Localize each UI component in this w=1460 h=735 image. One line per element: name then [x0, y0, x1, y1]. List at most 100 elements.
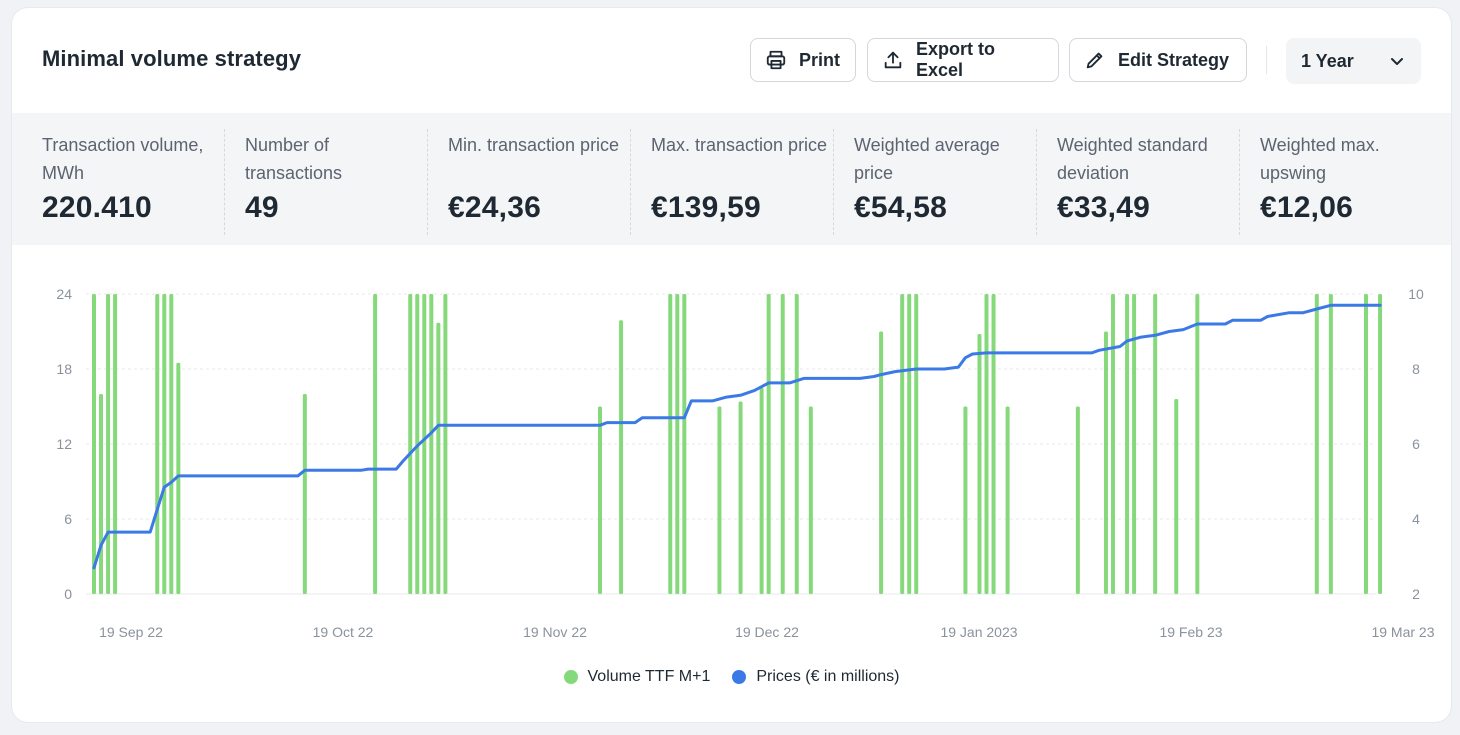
x-tick-label: 19 Oct 22 [313, 624, 374, 640]
volume-bar [759, 387, 764, 594]
volume-bar [302, 394, 307, 594]
x-tick-label: 19 Jan 2023 [940, 624, 1017, 640]
volume-bar [991, 294, 996, 594]
print-button[interactable]: Print [750, 38, 856, 82]
volume-bar [900, 294, 905, 594]
volume-bar [443, 294, 448, 594]
stat-label: Transaction volume, MWh [42, 135, 204, 183]
volume-bar [422, 294, 427, 594]
volume-bar [808, 406, 813, 594]
print-label: Print [799, 49, 841, 70]
volume-bar [1005, 406, 1010, 594]
volume-bar [794, 294, 799, 594]
volume-bar [907, 294, 912, 594]
volume-bar [914, 294, 919, 594]
stat-value: €12,06 [1260, 191, 1353, 224]
volume-bar [436, 322, 441, 594]
x-tick-label: 19 Mar 23 [1371, 624, 1434, 640]
upload-icon [882, 49, 904, 71]
volume-bar [963, 406, 968, 594]
stat-label: Min. transaction price [448, 135, 620, 155]
y-left-tick-label: 6 [64, 511, 72, 527]
y-left-tick-label: 24 [56, 286, 72, 302]
volume-bar [780, 294, 785, 594]
stat-value: 49 [245, 191, 279, 224]
export-label: Export to Excel [916, 39, 995, 80]
volume-bar [619, 320, 624, 594]
volume-bar [1328, 294, 1333, 594]
chart-legend: Volume TTF M+1 Prices (€ in millions) [12, 668, 1451, 686]
volume-bar [408, 294, 413, 594]
volume-bar [682, 294, 687, 594]
y-right-tick-label: 2 [1412, 586, 1420, 602]
volume-bar [106, 294, 111, 594]
legend-label-volume: Volume TTF M+1 [587, 668, 711, 685]
legend-item-prices[interactable]: Prices (€ in millions) [732, 668, 900, 686]
volume-bar [717, 406, 722, 594]
stat-divider [1239, 129, 1240, 235]
stat-divider [224, 129, 225, 235]
volume-bar [1111, 294, 1116, 594]
stat-divider [427, 129, 428, 235]
volume-bar [675, 294, 680, 594]
stat-divider [630, 129, 631, 235]
stat-label: Weighted standard deviation [1057, 135, 1208, 183]
volume-bar [668, 294, 673, 594]
page-title: Minimal volume strategy [42, 46, 302, 71]
pencil-icon [1084, 49, 1106, 71]
stat-value: €33,49 [1057, 191, 1150, 224]
volume-bar [879, 331, 884, 594]
legend-label-prices: Prices (€ in millions) [756, 668, 900, 685]
volume-bar [766, 294, 771, 594]
printer-icon [765, 49, 787, 71]
price-line [92, 303, 1382, 570]
volume-bar [1174, 399, 1179, 594]
x-tick-label: 19 Feb 23 [1159, 624, 1222, 640]
y-right-tick-label: 10 [1408, 286, 1424, 302]
volume-bar [92, 294, 96, 594]
legend-item-volume[interactable]: Volume TTF M+1 [563, 668, 711, 686]
volume-bar [1195, 294, 1200, 594]
legend-dot-volume [563, 670, 578, 684]
card-header: Minimal volume strategy Print Export to … [12, 8, 1451, 113]
stat-divider [833, 129, 834, 235]
volume-bar [1314, 294, 1319, 594]
volume-bar [1364, 294, 1368, 594]
period-value: 1 Year [1301, 50, 1354, 71]
volume-bar [99, 394, 104, 594]
y-right-tick-label: 8 [1412, 361, 1420, 377]
stat-divider [1036, 129, 1037, 235]
volume-bar [429, 294, 434, 594]
volume-bar [373, 294, 378, 594]
y-left-tick-label: 0 [64, 586, 72, 602]
chevron-down-icon [1389, 53, 1405, 69]
stats-row: Transaction volume, MWh 220.410 Number o… [12, 113, 1451, 245]
volume-bar [169, 294, 174, 594]
volume-bar [176, 362, 181, 594]
volume-bar [977, 334, 982, 594]
stat-value: €24,36 [448, 191, 541, 224]
volume-bar [1103, 331, 1108, 594]
volume-bar [162, 294, 167, 594]
volume-bar [1075, 406, 1080, 594]
stat-value: €54,58 [854, 191, 947, 224]
stat-label: Weighted max. upswing [1260, 135, 1380, 183]
edit-label: Edit Strategy [1118, 49, 1230, 70]
volume-bar [597, 406, 602, 594]
export-excel-button[interactable]: Export to Excel [867, 38, 1059, 82]
volume-bar [1132, 294, 1137, 594]
stat-label: Weighted average price [854, 135, 1000, 183]
volume-bar [738, 401, 743, 594]
stat-value: €139,59 [651, 191, 761, 224]
x-tick-label: 19 Nov 22 [523, 624, 587, 640]
volume-bar [155, 294, 160, 594]
header-divider [1266, 46, 1267, 74]
edit-strategy-button[interactable]: Edit Strategy [1069, 38, 1247, 82]
period-select[interactable]: 1 Year [1286, 38, 1421, 84]
volume-bar [1153, 294, 1158, 594]
y-left-tick-label: 12 [56, 436, 72, 452]
stat-label: Max. transaction price [651, 135, 828, 155]
volume-bar [984, 294, 989, 594]
legend-dot-prices [732, 670, 747, 684]
